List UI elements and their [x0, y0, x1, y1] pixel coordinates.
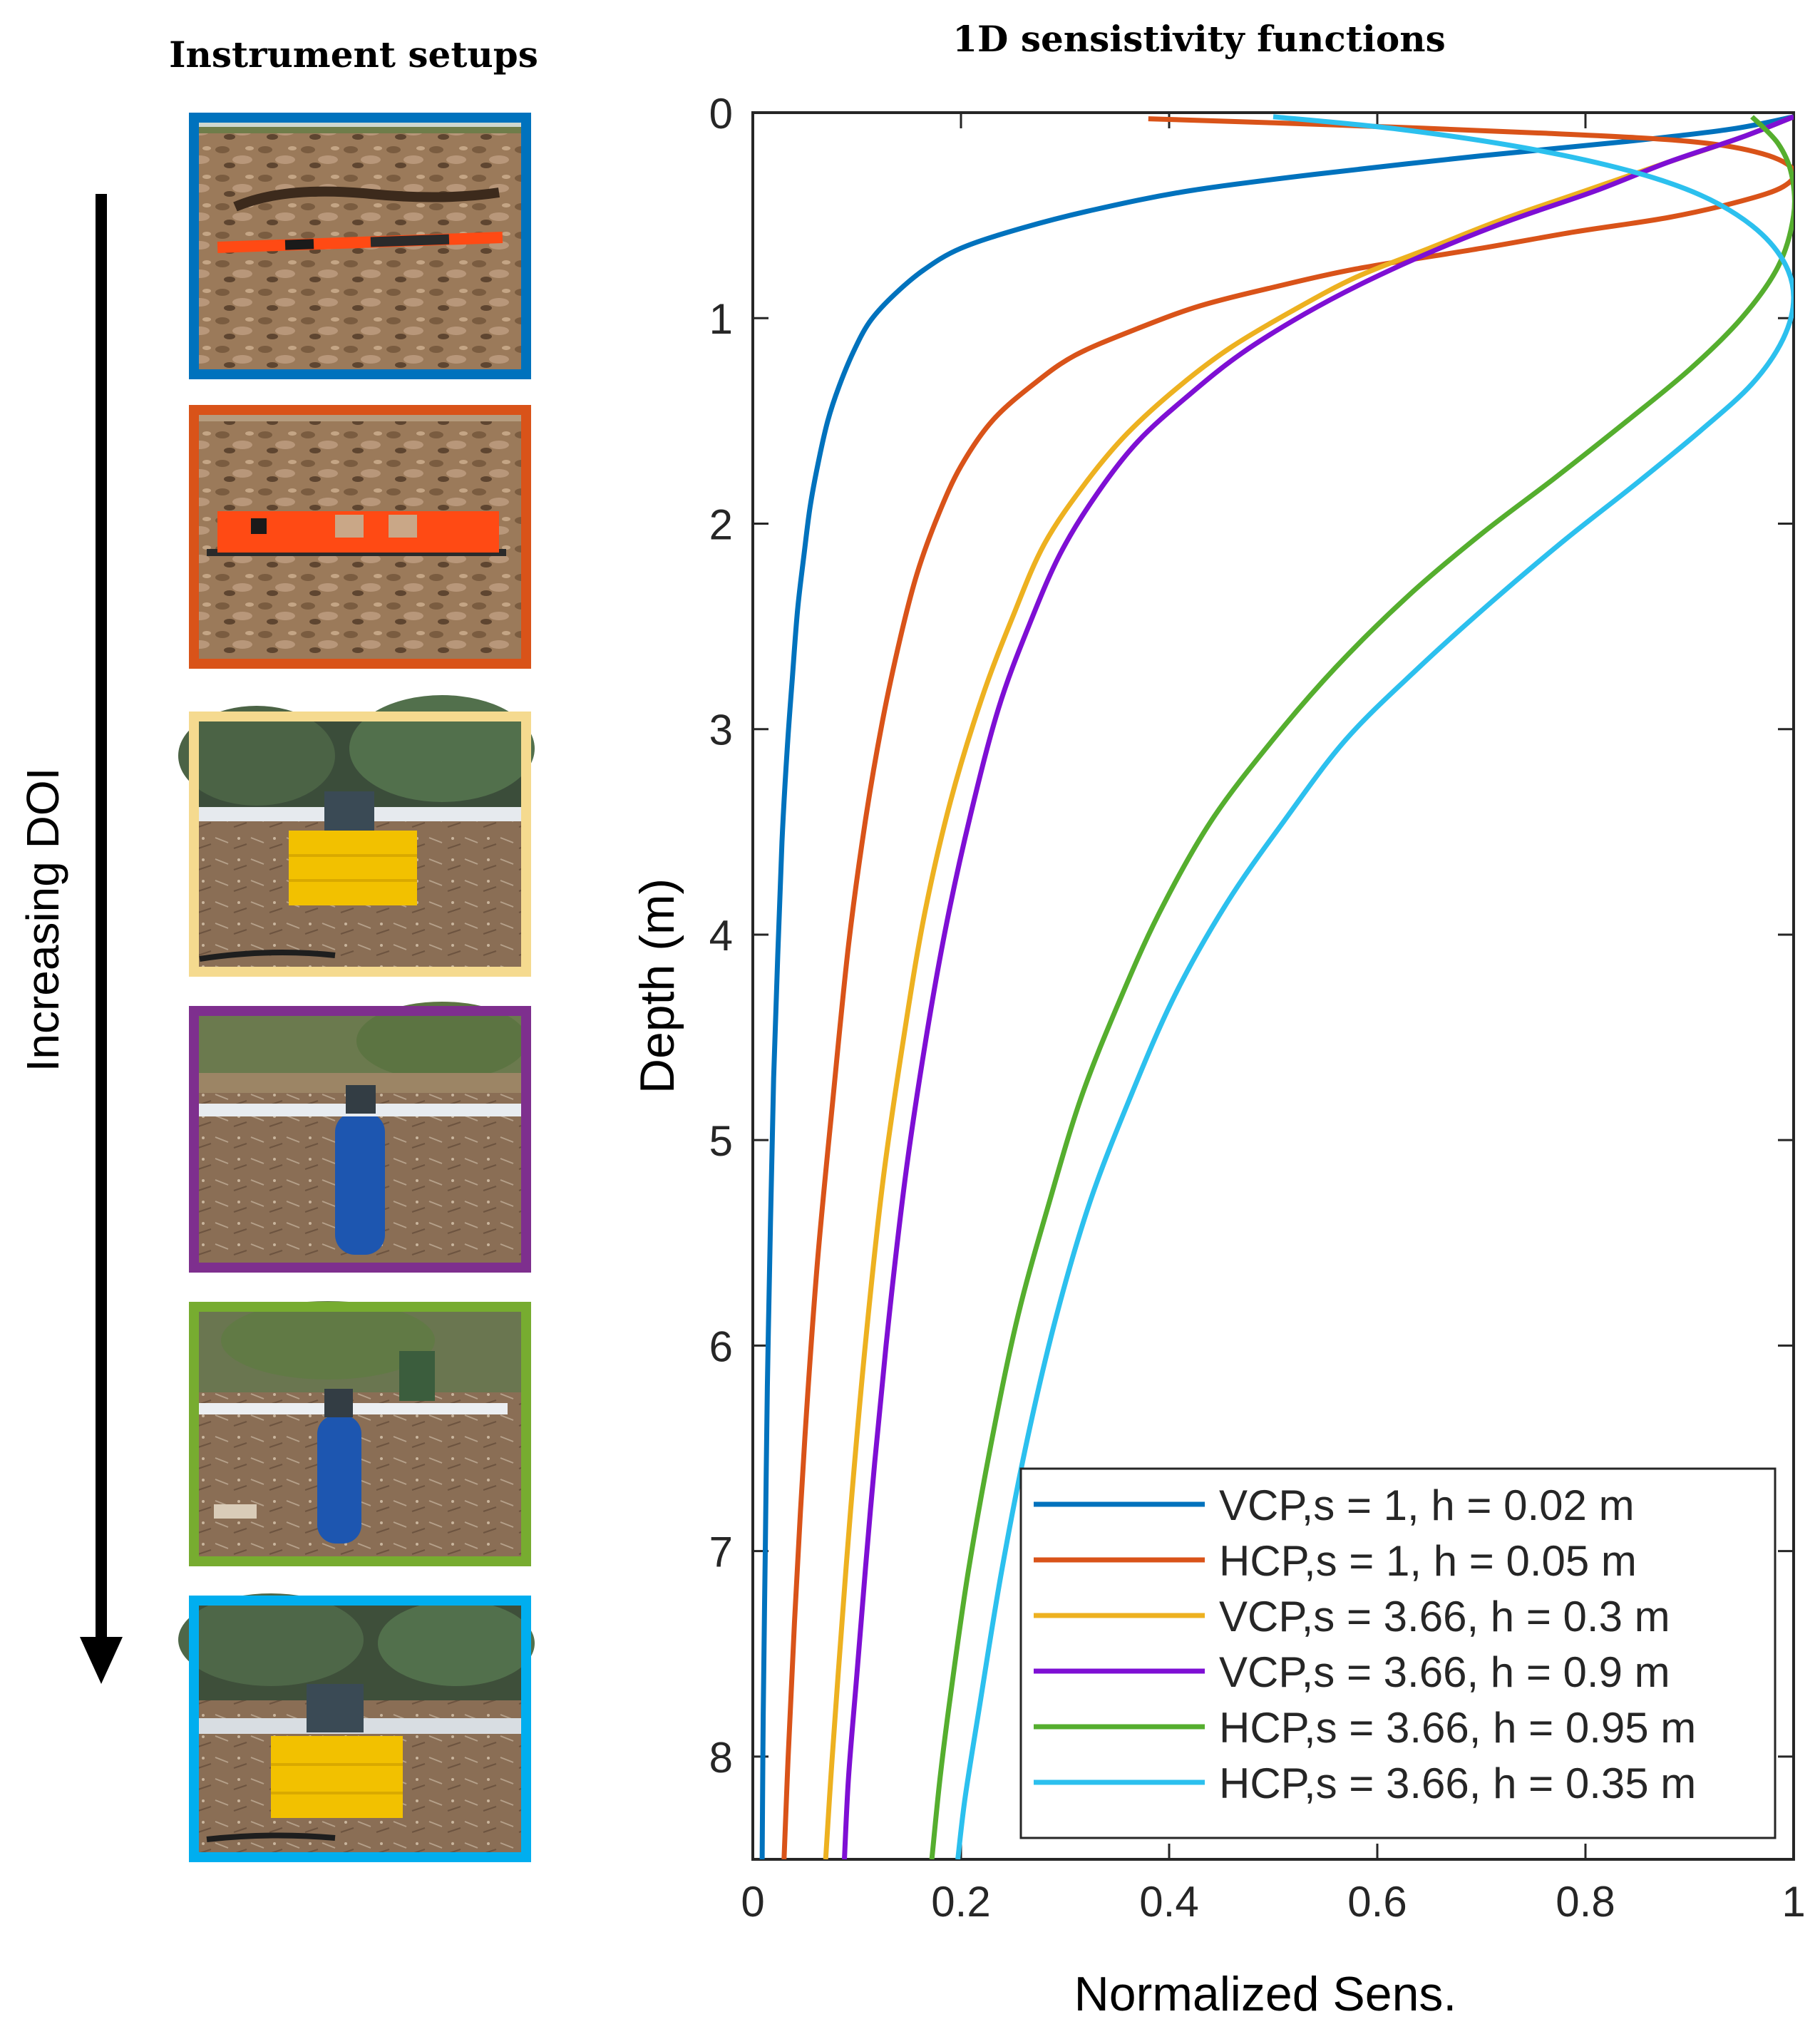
legend-label-6: HCP,s = 3.66, h = 0.35 m: [1219, 1760, 1696, 1807]
control-unit: [346, 1085, 376, 1114]
doi-arrow-label: Increasing DOI: [17, 768, 68, 1072]
control-unit: [307, 1684, 364, 1732]
setup-photo-3: [178, 695, 535, 972]
setup-photo-2: [194, 410, 526, 664]
legend-box: [1019, 1467, 1777, 1839]
yellow-crate: [271, 1736, 403, 1818]
legend-label-4: VCP,s = 3.66, h = 0.9 m: [1219, 1648, 1670, 1696]
photo-frame-5: [189, 1302, 531, 1566]
series-line-2: [781, 116, 1794, 1859]
series-line-5: [929, 115, 1794, 1859]
photo-frames: [189, 113, 531, 1862]
setup-photo-1: [194, 118, 526, 374]
left-panel: Instrument setups Increasing DOI: [17, 34, 538, 1862]
x-tick-label: 0.2: [931, 1878, 990, 1926]
blue-barrel: [335, 1112, 385, 1255]
y-tick-label: 1: [709, 295, 733, 343]
y-tick-label: 7: [709, 1529, 733, 1576]
photo-frame-3: [189, 712, 531, 977]
setup-photo-4: [194, 1002, 528, 1268]
axis-ticks: 0 0.2 0.4 0.6 0.8 1 0 1 2 3 4 5 6 7 8: [709, 90, 1806, 1926]
x-axis-label: Normalized Sens.: [1074, 1967, 1457, 2021]
x-tick-label: 0.4: [1139, 1878, 1198, 1926]
series-line-1: [759, 114, 1794, 1859]
y-axis-label: Depth (m): [630, 878, 684, 1094]
legend-label-1: VCP,s = 1, h = 0.02 m: [1219, 1481, 1635, 1529]
legend-label-2: HCP,s = 1, h = 0.05 m: [1219, 1537, 1637, 1585]
y-tick-label: 5: [709, 1117, 733, 1165]
legend-label-5: HCP,s = 3.66, h = 0.95 m: [1219, 1704, 1696, 1752]
x-tick-label: 0.8: [1556, 1878, 1615, 1926]
x-tick-label: 0.6: [1347, 1878, 1407, 1926]
series-line-3: [823, 114, 1794, 1859]
control-unit: [324, 791, 374, 831]
sensitivity-chart: 1D sensistivity functions 0 0.2 0.4 0.6 0.8 1…: [630, 18, 1806, 2021]
photo-frame-6: [189, 1596, 531, 1862]
series-line-4: [842, 114, 1794, 1859]
y-tick-label: 0: [709, 90, 733, 138]
y-tick-label: 3: [709, 707, 733, 754]
setup-photo-5: [194, 1301, 526, 1561]
y-tick-label: 6: [709, 1322, 733, 1370]
x-tick-label: 1: [1782, 1878, 1805, 1926]
series-lines: [759, 114, 1794, 1859]
x-tick-label: 0: [741, 1878, 764, 1926]
series-line-6: [955, 114, 1794, 1859]
photo-frame-1: [189, 113, 531, 379]
legend-label-3: VCP,s = 3.66, h = 0.3 m: [1219, 1593, 1670, 1640]
photo-frame-2: [189, 405, 531, 669]
setup-photo-6: [178, 1593, 535, 1857]
blue-barrel: [317, 1415, 361, 1544]
y-tick-label: 8: [709, 1734, 733, 1782]
legend: VCP,s = 1, h = 0.02 m HCP,s = 1, h = 0.05…: [1019, 1467, 1777, 1839]
left-panel-title: Instrument setups: [169, 34, 538, 76]
y-tick-label: 4: [709, 912, 733, 960]
control-unit: [324, 1389, 353, 1417]
doi-arrow: [80, 194, 123, 1684]
legend-items: VCP,s = 1, h = 0.02 m HCP,s = 1, h = 0.05…: [1034, 1481, 1696, 1807]
photo-frame-4: [189, 1006, 531, 1273]
yellow-crate: [289, 831, 417, 905]
y-tick-label: 2: [709, 500, 733, 548]
chart-title: 1D sensistivity functions: [952, 18, 1445, 60]
